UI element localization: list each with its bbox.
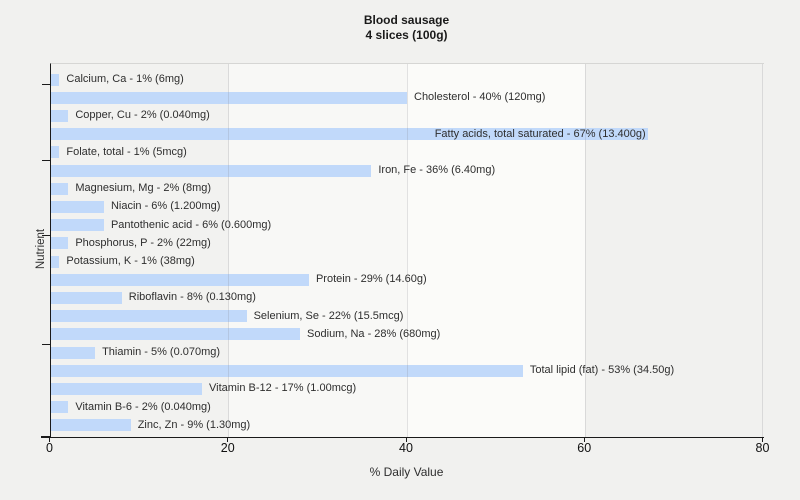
bar — [50, 182, 69, 195]
bar-label: Niacin - 6% (1.200mg) — [110, 200, 221, 213]
gridline — [228, 64, 230, 437]
bar-label: Potassium, K - 1% (38mg) — [66, 255, 195, 267]
x-tick-label: 80 — [755, 441, 770, 455]
bar-label: Cholesterol - 40% (120mg) — [414, 91, 546, 104]
bar — [50, 364, 523, 377]
bar — [50, 200, 104, 213]
x-axis-line-overhang — [41, 436, 50, 438]
x-tick-label: 20 — [220, 441, 235, 455]
bar — [50, 346, 96, 359]
bar-label: Zinc, Zn - 9% (1.30mg) — [137, 418, 251, 431]
plot-area: Calcium, Ca - 1% (6mg) Cholesterol - 40% … — [41, 63, 764, 438]
bar — [50, 109, 69, 122]
x-axis-tick — [49, 436, 51, 442]
bar-label: Riboflavin - 8% (0.130mg) — [128, 291, 256, 304]
x-axis-tick — [405, 436, 407, 442]
y-axis-tick — [41, 159, 50, 161]
bar — [50, 237, 69, 250]
background-band — [585, 64, 764, 437]
background-band — [407, 64, 586, 437]
bar-label: Selenium, Se - 22% (15.5mcg) — [253, 309, 404, 322]
bar-label: Fatty acids, total saturated - 67% (13.4… — [434, 127, 646, 140]
bar-label: Protein - 29% (14.60g) — [315, 273, 427, 286]
bar-label: Vitamin B-6 - 2% (0.040mg) — [75, 400, 211, 413]
bar — [50, 273, 309, 286]
bar — [50, 291, 122, 304]
x-tick-label: 40 — [399, 441, 413, 455]
chart-title: Blood sausage 4 slices (100g) — [50, 13, 763, 43]
bar — [50, 328, 301, 341]
bar-label: Vitamin B-12 - 17% (1.00mcg) — [209, 382, 357, 395]
bar-label: Thiamin - 5% (0.070mg) — [102, 346, 221, 358]
y-axis-tick — [41, 234, 50, 236]
x-axis-title: % Daily Value — [369, 465, 444, 479]
y-axis-tick — [41, 84, 50, 86]
bar-label: Magnesium, Mg - 2% (8mg) — [75, 182, 212, 195]
x-axis-tick — [583, 436, 585, 442]
x-tick-label: 60 — [577, 441, 592, 455]
bar — [50, 419, 131, 432]
bar-label: Phosphorus, P - 2% (22mg) — [75, 236, 211, 249]
bar — [50, 401, 69, 414]
x-tick-label: 0 — [46, 441, 53, 455]
bar — [50, 73, 60, 86]
bar-label: Folate, total - 1% (5mcg) — [66, 145, 187, 158]
chart-title-line-1: Blood sausage — [363, 13, 450, 27]
gridline — [762, 64, 763, 437]
chart-title-line-2: 4 slices (100g) — [365, 28, 448, 42]
bar-label: Total lipid (fat) - 53% (34.50g) — [529, 364, 675, 377]
bar — [50, 128, 648, 141]
bar-label: Calcium, Ca - 1% (6mg) — [66, 73, 184, 85]
bar — [50, 146, 60, 159]
bar-label: Pantothenic acid - 6% (0.600mg) — [110, 218, 272, 231]
bar-label: Copper, Cu - 2% (0.040mg) — [75, 109, 210, 122]
bar — [50, 382, 202, 395]
bar-label: Iron, Fe - 36% (6.40mg) — [378, 164, 496, 176]
bar-label: Sodium, Na - 28% (680mg) — [307, 327, 441, 340]
bar — [50, 310, 247, 323]
background-band — [228, 64, 407, 437]
x-axis-tick — [762, 436, 764, 442]
bar — [50, 219, 104, 232]
gridline — [584, 64, 586, 437]
gridline — [406, 64, 408, 437]
bar — [50, 255, 60, 268]
bar — [50, 164, 372, 177]
bar — [50, 91, 407, 104]
y-axis-tick — [41, 344, 50, 346]
x-axis-tick — [227, 436, 229, 442]
